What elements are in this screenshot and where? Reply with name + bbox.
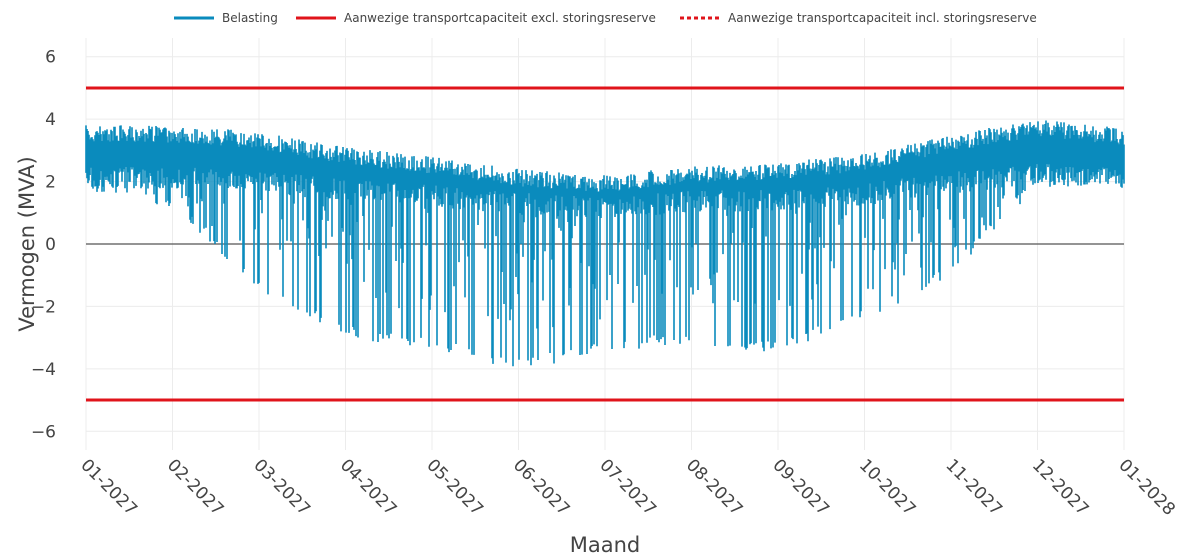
y-axis-ticks: −6 −4 −2 0 2 4 6 bbox=[31, 48, 56, 443]
x-tick-label: 05-2027 bbox=[422, 455, 486, 519]
x-tick-label: 11-2027 bbox=[941, 455, 1005, 519]
legend-label-incl-storingsreserve: Aanwezige transportcapaciteit incl. stor… bbox=[728, 11, 1037, 25]
x-tick-label: 07-2027 bbox=[595, 455, 659, 519]
y-tick-label: 4 bbox=[45, 110, 56, 130]
x-axis-ticks: 01-2027 02-2027 03-2027 04-2027 05-2027 06-20… bbox=[76, 455, 1178, 519]
y-tick-label: 2 bbox=[45, 173, 56, 193]
legend-item-belasting[interactable]: Belasting bbox=[174, 11, 278, 25]
y-tick-label: −4 bbox=[31, 360, 56, 380]
legend-label-excl-storingsreserve: Aanwezige transportcapaciteit excl. stor… bbox=[344, 11, 656, 25]
x-axis-title: Maand bbox=[570, 533, 641, 557]
legend-label-belasting: Belasting bbox=[222, 11, 278, 25]
y-tick-label: 6 bbox=[45, 48, 56, 68]
x-tick-label: 09-2027 bbox=[768, 455, 832, 519]
x-tick-label: 02-2027 bbox=[163, 455, 227, 519]
x-tick-label: 01-2027 bbox=[76, 455, 140, 519]
x-tick-label: 06-2027 bbox=[509, 455, 573, 519]
y-tick-label: −6 bbox=[31, 422, 56, 442]
legend-item-incl-storingsreserve[interactable]: Aanwezige transportcapaciteit incl. stor… bbox=[680, 11, 1037, 25]
x-tick-label: 08-2027 bbox=[682, 455, 746, 519]
y-tick-label: 0 bbox=[45, 235, 56, 255]
x-tick-label: 04-2027 bbox=[336, 455, 400, 519]
y-tick-label: −2 bbox=[31, 297, 56, 317]
x-tick-label: 10-2027 bbox=[855, 455, 919, 519]
x-tick-label: 12-2027 bbox=[1028, 455, 1092, 519]
legend-item-excl-storingsreserve[interactable]: Aanwezige transportcapaciteit excl. stor… bbox=[296, 11, 656, 25]
y-axis-title: Vermogen (MVA) bbox=[15, 156, 39, 331]
x-tick-label: 03-2027 bbox=[249, 455, 313, 519]
grid bbox=[85, 38, 1125, 450]
series-belasting bbox=[85, 120, 1125, 367]
belasting-series-bars bbox=[85, 120, 1125, 367]
legend: Belasting Aanwezige transportcapaciteit … bbox=[174, 11, 1037, 25]
capacity-lines bbox=[86, 86, 1124, 402]
x-tick-label: 01-2028 bbox=[1114, 455, 1178, 519]
